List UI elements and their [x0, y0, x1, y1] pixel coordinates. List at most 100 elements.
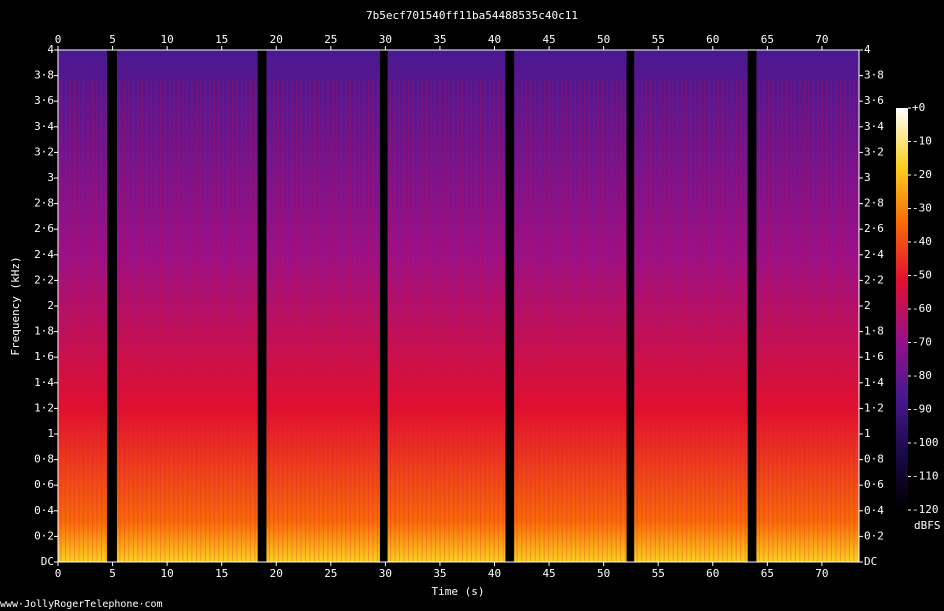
x-tick-label: 50 [597, 33, 610, 46]
x-tick-label: 40 [488, 567, 501, 580]
y-tick-label: 2·6 [864, 222, 884, 235]
y-tick-label: 3·6 [34, 94, 54, 107]
colorbar-tick-label: -40 [912, 235, 932, 248]
x-tick-label: 0 [55, 33, 62, 46]
y-tick-label: 2·8 [864, 197, 884, 210]
y-axis-label: Frequency (kHz) [9, 256, 22, 355]
y-tick-label: 1·4 [34, 376, 54, 389]
y-tick-label: 2·2 [864, 273, 884, 286]
y-tick-label: 0·6 [34, 478, 54, 491]
y-tick-label: 2·8 [34, 197, 54, 210]
x-tick-label: 40 [488, 33, 501, 46]
y-tick-label: 2·4 [34, 248, 54, 261]
colorbar [896, 108, 908, 510]
x-tick-label: 0 [55, 567, 62, 580]
colorbar-tick-label: -50 [912, 269, 932, 282]
colorbar-tick-label: -90 [912, 403, 932, 416]
speech-segment [387, 50, 506, 562]
speech-segment [514, 50, 627, 562]
y-tick-label: 1·8 [34, 325, 54, 338]
y-tick-label: 1·2 [34, 401, 54, 414]
x-tick-label: 35 [433, 567, 446, 580]
y-tick-label: 0·2 [864, 529, 884, 542]
colorbar-tick-label: -100 [912, 436, 939, 449]
colorbar-tick-label: -10 [912, 135, 932, 148]
y-tick-label: 1·2 [864, 401, 884, 414]
x-tick-label: 25 [324, 33, 337, 46]
x-tick-label: 60 [706, 567, 719, 580]
y-tick-label: 3 [864, 171, 871, 184]
x-tick-label: 5 [109, 567, 116, 580]
y-tick-label: 0·2 [34, 529, 54, 542]
x-tick-label: 25 [324, 567, 337, 580]
x-tick-label: 20 [270, 567, 283, 580]
x-tick-label: 30 [379, 567, 392, 580]
y-tick-label: 3·4 [34, 120, 54, 133]
x-tick-label: 65 [761, 33, 774, 46]
colorbar-tick-label: -60 [912, 302, 932, 315]
y-tick-label: DC [41, 555, 54, 568]
speech-segment [58, 50, 108, 562]
x-tick-label: 55 [652, 567, 665, 580]
x-tick-label: 45 [542, 33, 555, 46]
y-tick-label: 4 [47, 43, 54, 56]
y-tick-label: 2·6 [34, 222, 54, 235]
x-tick-label: 35 [433, 33, 446, 46]
x-tick-label: 20 [270, 33, 283, 46]
colorbar-label: dBFS [914, 519, 941, 532]
y-tick-label: 1 [864, 427, 871, 440]
colorbar-tick-label: +0 [912, 101, 925, 114]
footer: www·JollyRogerTelephone·com [0, 599, 163, 610]
x-tick-label: 65 [761, 567, 774, 580]
y-tick-label: 1·8 [864, 325, 884, 338]
x-tick-label: 15 [215, 33, 228, 46]
y-tick-label: 3·2 [34, 145, 54, 158]
x-tick-label: 60 [706, 33, 719, 46]
y-tick-label: 1 [47, 427, 54, 440]
speech-segment [116, 50, 258, 562]
speech-segment [756, 50, 859, 562]
speech-segment [266, 50, 380, 562]
y-tick-label: 0·8 [34, 453, 54, 466]
y-tick-label: 3 [47, 171, 54, 184]
colorbar-tick-label: -30 [912, 202, 932, 215]
y-tick-label: 3·4 [864, 120, 884, 133]
y-tick-label: 0·4 [864, 504, 884, 517]
y-tick-label: 1·6 [864, 350, 884, 363]
speech-segment [634, 50, 748, 562]
y-tick-label: 3·6 [864, 94, 884, 107]
colorbar-tick-label: -80 [912, 369, 932, 382]
colorbar-tick-label: -20 [912, 168, 932, 181]
y-tick-label: 0·4 [34, 504, 54, 517]
x-tick-label: 55 [652, 33, 665, 46]
x-tick-label: 70 [815, 567, 828, 580]
y-tick-label: 1·6 [34, 350, 54, 363]
chart-title: 7b5ecf701540ff11ba54488535c40c11 [366, 9, 578, 22]
colorbar-tick-label: -70 [912, 336, 932, 349]
x-tick-label: 70 [815, 33, 828, 46]
y-tick-label: 1·4 [864, 376, 884, 389]
colorbar-tick-label: -110 [912, 470, 939, 483]
x-tick-label: 10 [161, 33, 174, 46]
y-tick-label: DC [864, 555, 877, 568]
x-tick-label: 15 [215, 567, 228, 580]
y-tick-label: 4 [864, 43, 871, 56]
y-tick-label: 0·8 [864, 453, 884, 466]
y-tick-label: 3·2 [864, 145, 884, 158]
x-tick-label: 10 [161, 567, 174, 580]
y-tick-label: 2·4 [864, 248, 884, 261]
x-axis-label: Time (s) [432, 585, 485, 598]
y-tick-label: 3·8 [864, 69, 884, 82]
x-tick-label: 50 [597, 567, 610, 580]
y-tick-label: 2 [864, 299, 871, 312]
y-tick-label: 3·8 [34, 69, 54, 82]
y-tick-label: 2 [47, 299, 54, 312]
x-tick-label: 45 [542, 567, 555, 580]
colorbar-tick-label: -120 [912, 503, 939, 516]
x-tick-label: 5 [109, 33, 116, 46]
y-tick-label: 2·2 [34, 273, 54, 286]
y-tick-label: 0·6 [864, 478, 884, 491]
x-tick-label: 30 [379, 33, 392, 46]
